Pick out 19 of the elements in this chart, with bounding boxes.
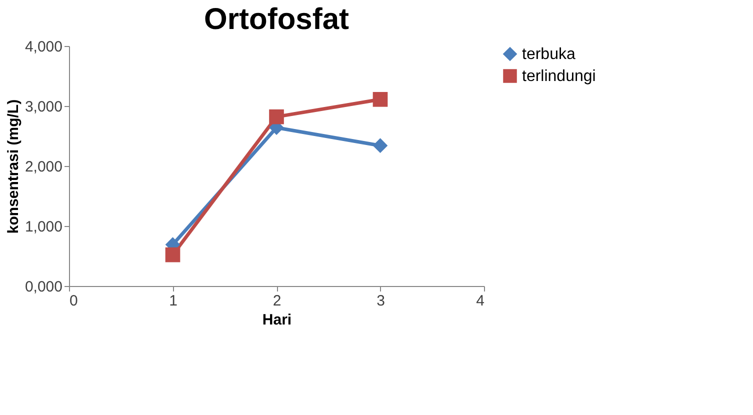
y-tick-label: 0,000	[24, 278, 62, 296]
y-tick-label: 3,000	[24, 98, 62, 116]
y-axis-title: konsentrasi (mg/L)	[4, 99, 22, 234]
x-tick-label: 0	[70, 292, 78, 310]
legend-label: terlindungi	[522, 68, 596, 85]
y-tick-label: 1,000	[24, 218, 62, 236]
x-tick-label: 2	[272, 292, 282, 310]
point	[372, 92, 388, 107]
point	[372, 138, 388, 154]
x-tick-label: 3	[376, 292, 385, 310]
point	[269, 109, 284, 124]
chart-title: Ortofosfat	[204, 3, 349, 36]
x-tick-label: 1	[169, 292, 178, 310]
y-tick-label: 4,000	[24, 38, 62, 56]
point	[165, 247, 180, 262]
x-tick-label: 4	[476, 292, 484, 310]
x-axis-title: Hari	[262, 312, 292, 328]
y-tick-label: 2,000	[24, 158, 62, 176]
legend-label: terbuka	[522, 46, 576, 63]
